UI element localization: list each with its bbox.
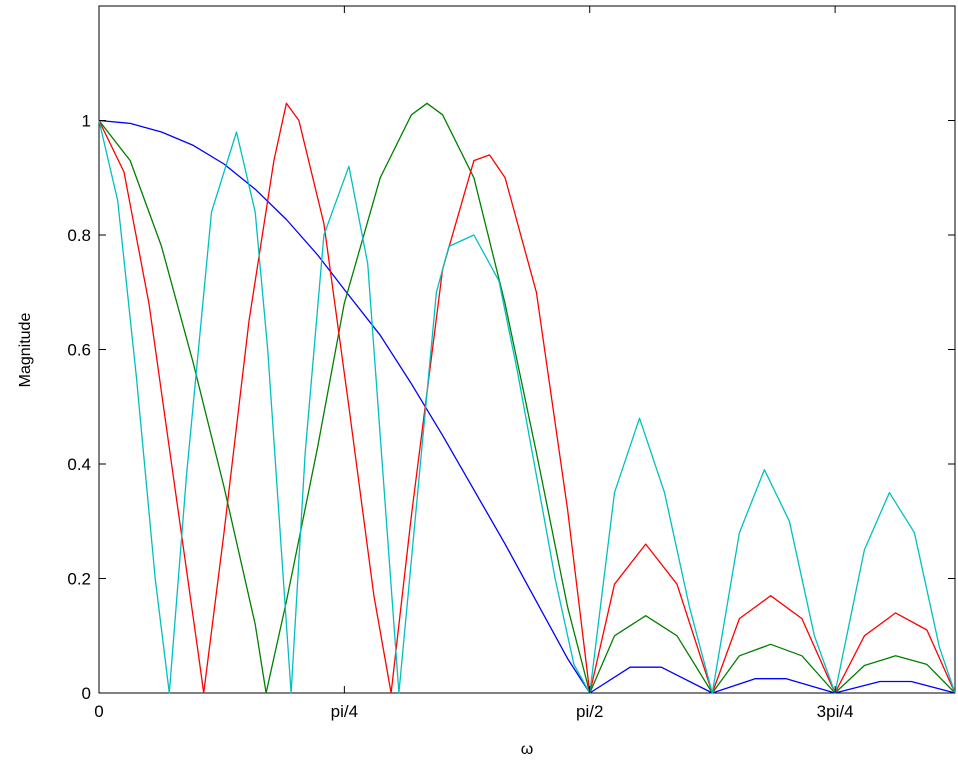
series-line-1 [98,119,956,694]
plot-area [98,5,956,694]
x-tick-label: 0 [94,702,103,721]
x-tick-label: pi/4 [331,702,358,721]
series-lines [98,102,956,694]
y-tick-label: 1 [82,112,91,131]
y-tick-label: 0.8 [67,226,91,245]
series-line-3 [98,102,956,694]
y-axis-ticks: 0 0.2 0.4 0.6 0.8 1 [67,112,955,703]
x-axis-ticks: 0 pi/4 pi/2 3pi/4 [94,6,854,721]
y-tick-label: 0.4 [67,455,91,474]
y-tick-label: 0.6 [67,341,91,360]
series-line-2 [98,102,956,694]
y-axis-label: Magnitude [17,313,34,388]
x-tick-label: 3pi/4 [817,702,854,721]
y-tick-label: 0.2 [67,570,91,589]
y-tick-label: 0 [82,684,91,703]
x-tick-label: pi/2 [576,702,603,721]
series-line-4 [98,120,956,694]
x-axis-label: ω [521,741,534,758]
